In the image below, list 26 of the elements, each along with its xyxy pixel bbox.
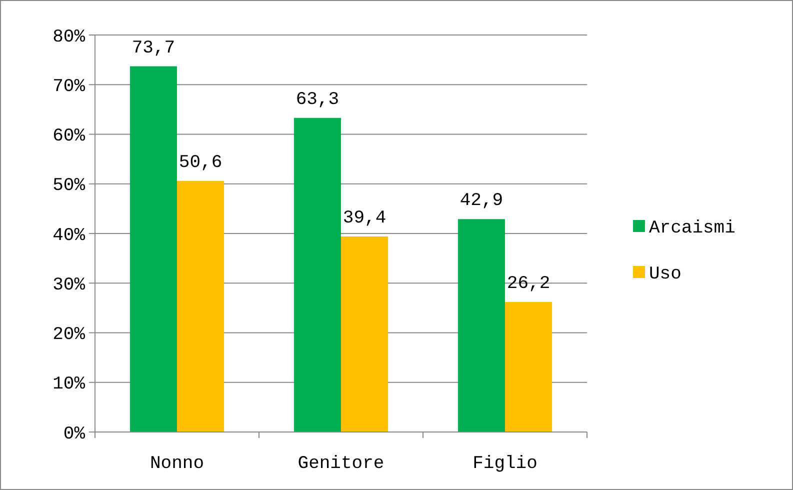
y-tick-label: 0% xyxy=(63,424,86,444)
data-label: 73,7 xyxy=(132,38,176,58)
legend-label: Uso xyxy=(649,264,682,284)
x-tick-label: Genitore xyxy=(298,454,384,474)
data-label: 26,2 xyxy=(506,274,550,294)
data-label: 39,4 xyxy=(342,208,386,228)
y-tick-label: 10% xyxy=(52,374,86,395)
y-tick-label: 50% xyxy=(52,176,86,196)
y-tick-label: 80% xyxy=(52,27,86,48)
x-tick-label: Nonno xyxy=(150,454,204,474)
y-tick-label: 40% xyxy=(52,226,86,246)
data-label: 42,9 xyxy=(460,191,504,212)
y-tick-label: 60% xyxy=(52,126,86,147)
data-label: 50,6 xyxy=(178,152,222,173)
y-tick-label: 20% xyxy=(52,325,86,346)
bar xyxy=(505,302,552,432)
x-tick-label: Figlio xyxy=(472,454,538,474)
bar xyxy=(177,180,224,432)
bar xyxy=(130,66,177,432)
y-tick-label: 30% xyxy=(52,275,86,296)
bar xyxy=(294,118,341,432)
bar xyxy=(458,219,505,432)
data-label: 63,3 xyxy=(296,90,340,110)
legend-label: Arcaismi xyxy=(649,218,736,238)
bar xyxy=(341,236,388,432)
y-tick-label: 70% xyxy=(52,76,86,97)
